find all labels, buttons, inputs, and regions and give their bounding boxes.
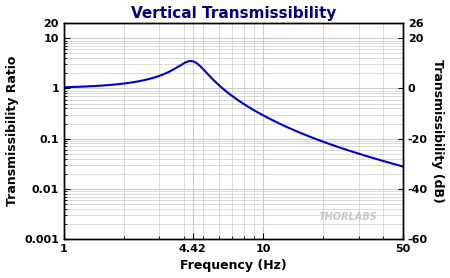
Title: Vertical Transmissibility: Vertical Transmissibility: [130, 6, 336, 21]
Text: THORLABS: THORLABS: [318, 212, 377, 222]
X-axis label: Frequency (Hz): Frequency (Hz): [180, 259, 287, 272]
Y-axis label: Transmissibility Ratio: Transmissibility Ratio: [5, 56, 18, 206]
Y-axis label: Transmissibility (dB): Transmissibility (dB): [432, 59, 445, 203]
